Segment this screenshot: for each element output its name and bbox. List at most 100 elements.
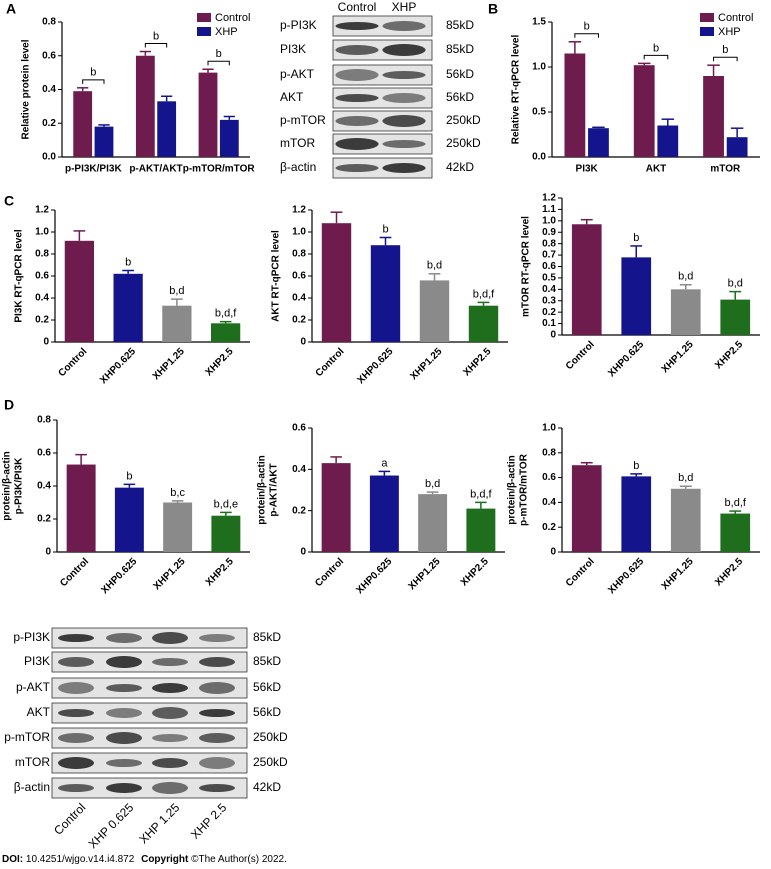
blot-band <box>382 163 426 173</box>
blot-size: 250kD <box>253 755 288 769</box>
y-tick-label: 0.4 <box>292 464 306 475</box>
blot-band <box>335 69 379 81</box>
y-tick-label: 0.2 <box>42 118 56 129</box>
annotation: b <box>722 44 728 56</box>
bar <box>94 126 114 157</box>
blot-band <box>199 634 235 642</box>
annotation: b,d <box>169 285 184 297</box>
blot-label: β-actin <box>280 160 316 174</box>
y-axis-label: Relative RT-qPCR level <box>511 35 522 145</box>
bar <box>657 125 679 157</box>
lane-label: XHP 1.25 <box>136 800 182 846</box>
y-tick-label: 1.2 <box>292 205 306 216</box>
significance-bracket <box>713 56 738 62</box>
y-tick-label: 0.4 <box>292 293 306 304</box>
y-tick-label: 0.6 <box>292 423 306 434</box>
y-tick-label: 0.9 <box>542 227 556 238</box>
bar <box>571 224 602 335</box>
blot-band <box>152 758 188 768</box>
bar <box>211 515 241 552</box>
doi: 10.4251/wjgo.v14.i4.872 <box>26 854 135 865</box>
bar <box>369 475 399 552</box>
bar <box>588 128 609 157</box>
bar <box>219 119 239 157</box>
lane-label: Control <box>51 800 88 837</box>
x-tick-label: PI3K <box>576 164 599 175</box>
legend-label: Control <box>718 12 753 24</box>
y-axis-label: Relative protein level <box>21 39 32 139</box>
y-tick-label: 0.6 <box>292 271 306 282</box>
bar <box>621 257 652 335</box>
x-tick-label: Control <box>313 556 346 589</box>
annotation: b <box>633 232 639 244</box>
y-axis-label: p-AKT/AKT <box>269 463 280 516</box>
x-tick-label: Control <box>56 346 89 379</box>
x-tick-label: XHP2.5 <box>459 556 491 588</box>
blot-label: mTOR <box>15 755 50 769</box>
blot-band <box>335 22 379 30</box>
blot-band <box>382 140 426 148</box>
blot-size: 85kD <box>253 630 281 644</box>
y-tick-label: 0.5 <box>542 273 556 284</box>
blot-band <box>335 116 379 126</box>
bar <box>162 305 192 342</box>
blot-size: 56kD <box>446 67 474 81</box>
blot-size: 42kD <box>253 780 281 794</box>
blot-band <box>335 138 379 150</box>
blot-strip <box>51 702 248 724</box>
blot-band <box>58 733 94 743</box>
blot-size: 56kD <box>446 90 474 104</box>
y-tick-label: 1.2 <box>35 205 49 216</box>
y-axis-label: AKT RT-qPCR level <box>271 230 282 322</box>
blot-band <box>58 657 94 667</box>
x-tick-label: XHP2.5 <box>461 346 493 378</box>
blot-band <box>199 733 235 743</box>
bar <box>211 323 241 342</box>
blot-band <box>152 707 188 719</box>
blot-band <box>199 784 235 792</box>
bar <box>703 76 724 157</box>
x-tick-label: XHP1.25 <box>407 556 443 592</box>
y-tick-label: 0.2 <box>292 315 306 326</box>
blot-band <box>335 45 379 55</box>
bar <box>670 488 701 552</box>
legend-swatch <box>700 13 714 22</box>
y-axis-label: protein/β-actin <box>2 451 13 520</box>
blot-size: 250kD <box>446 113 481 127</box>
y-tick-label: 0.8 <box>42 17 56 28</box>
blot-strip <box>51 627 248 649</box>
annotation: b <box>653 42 659 54</box>
x-tick-label: XHP1.25 <box>151 346 187 382</box>
y-tick-label: 0.2 <box>37 514 51 525</box>
blot-label: mTOR <box>280 136 315 150</box>
y-tick-label: 1.0 <box>532 62 546 73</box>
y-tick-label: 1.0 <box>542 423 556 434</box>
bar <box>720 513 751 552</box>
bar <box>468 305 499 342</box>
bar <box>370 245 401 342</box>
x-tick-label: XHP2.5 <box>204 556 236 588</box>
blot-band <box>106 783 142 793</box>
y-tick-label: 0.6 <box>542 261 556 272</box>
bar <box>419 280 450 342</box>
bar <box>64 240 94 342</box>
blot-band <box>152 782 188 794</box>
blot-strip <box>51 777 248 799</box>
blot-label: p-PI3K <box>13 630 50 644</box>
panel-label: C <box>4 193 14 209</box>
copyright: ©The Author(s) 2022. <box>191 854 287 865</box>
y-axis-label: protein/β-actin <box>257 455 268 524</box>
x-tick-label: XHP0.625 <box>98 346 138 386</box>
blot-size: 85kD <box>446 42 474 56</box>
y-tick-label: 0.8 <box>542 238 556 249</box>
panel-label: B <box>488 1 498 17</box>
blot-label: PI3K <box>24 654 50 668</box>
significance-bracket <box>82 79 105 84</box>
y-tick-label: 0.6 <box>37 448 51 459</box>
x-tick-label: Control <box>58 556 91 589</box>
lane-label: XHP 0.625 <box>86 800 137 851</box>
significance-bracket <box>144 43 168 48</box>
annotation: a <box>381 457 388 469</box>
y-tick-label: 0.2 <box>542 307 556 318</box>
